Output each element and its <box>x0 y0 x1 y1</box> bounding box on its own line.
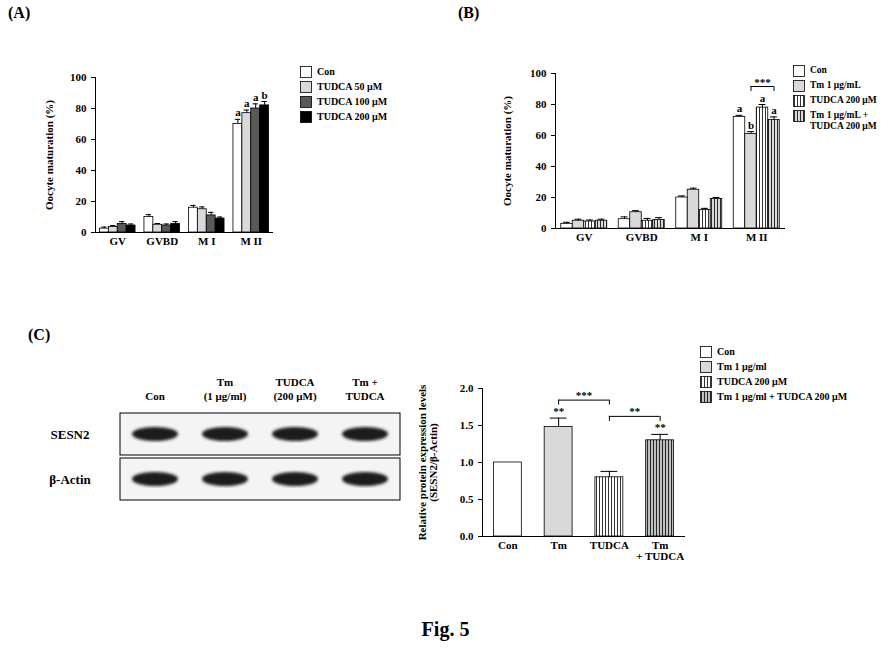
svg-text:GV: GV <box>576 231 593 243</box>
svg-text:a: a <box>737 102 743 114</box>
svg-text:TUDCA: TUDCA <box>590 539 629 551</box>
svg-text:40: 40 <box>76 164 88 176</box>
html-text:Tm 1 μg/mL + TUDCA 200 μM: Tm 1 μg/mL + TUDCA 200 μM <box>810 110 877 131</box>
svg-text:60: 60 <box>76 133 88 145</box>
svg-text:***: *** <box>754 76 771 88</box>
svg-text:a: a <box>760 92 766 104</box>
svg-text:2.0: 2.0 <box>460 382 474 394</box>
html-text:Con: Con <box>717 346 735 357</box>
html-text:Tm 1 μg/mL: Tm 1 μg/mL <box>810 80 861 90</box>
svg-text:1.5: 1.5 <box>460 419 474 431</box>
svg-text:M I: M I <box>691 231 708 243</box>
html-text:TUDCA 50 μM: TUDCA 50 μM <box>317 81 383 92</box>
svg-text:Relative protein expression le: Relative protein expression levels(SESN2… <box>416 384 440 540</box>
svg-text:a: a <box>253 91 259 103</box>
html-text:Tm 1 μg/ml: Tm 1 μg/ml <box>717 361 767 372</box>
svg-text:Tm+ TUDCA: Tm+ TUDCA <box>636 539 684 562</box>
html-text:Con: Con <box>317 66 335 77</box>
svg-text:0: 0 <box>81 226 87 238</box>
svg-text:80: 80 <box>76 102 88 114</box>
svg-text:Tm: Tm <box>550 539 567 551</box>
svg-text:β-Actin: β-Actin <box>49 472 91 487</box>
svg-text:20: 20 <box>536 191 548 203</box>
svg-text:0.5: 0.5 <box>460 493 474 505</box>
svg-text:Tm(1 μg/ml): Tm(1 μg/ml) <box>204 376 247 403</box>
svg-text:b: b <box>748 119 754 131</box>
html-text:TUDCA 200 μM: TUDCA 200 μM <box>717 376 788 387</box>
svg-text:**: ** <box>629 405 641 417</box>
html-text:TUDCA 100 μM: TUDCA 100 μM <box>317 96 388 107</box>
svg-text:Oocyte maturation (%): Oocyte maturation (%) <box>501 96 514 206</box>
svg-text:**: ** <box>553 405 565 417</box>
html-text:(C): (C) <box>28 326 51 343</box>
html-text:Tm 1 μg/ml + TUDCA 200 μM: Tm 1 μg/ml + TUDCA 200 μM <box>717 391 848 402</box>
svg-text:TUDCA(200 μM): TUDCA(200 μM) <box>273 376 317 403</box>
svg-text:M II: M II <box>746 231 768 243</box>
svg-text:80: 80 <box>536 98 548 110</box>
svg-text:a: a <box>235 106 241 118</box>
svg-text:60: 60 <box>536 129 548 141</box>
svg-text:0.0: 0.0 <box>460 530 474 542</box>
svg-text:M I: M I <box>198 235 215 247</box>
svg-text:a: a <box>244 97 250 109</box>
svg-text:GVBD: GVBD <box>146 235 178 247</box>
svg-text:GVBD: GVBD <box>626 231 658 243</box>
svg-text:**: ** <box>655 421 667 433</box>
html-text:(A): (A) <box>8 4 31 21</box>
svg-text:b: b <box>262 89 268 101</box>
svg-text:Con: Con <box>145 390 165 402</box>
html-text:TUDCA 200 μM: TUDCA 200 μM <box>317 111 388 122</box>
svg-text:Con: Con <box>498 539 518 551</box>
html-text:TUDCA 200 μM: TUDCA 200 μM <box>810 95 877 105</box>
svg-text:0: 0 <box>541 222 547 234</box>
svg-text:SESN2: SESN2 <box>50 427 89 442</box>
svg-text:M II: M II <box>240 235 262 247</box>
svg-text:100: 100 <box>70 71 87 83</box>
svg-text:Oocyte maturation (%): Oocyte maturation (%) <box>43 100 56 210</box>
svg-text:Tm +TUDCA: Tm +TUDCA <box>345 376 384 402</box>
svg-text:***: *** <box>576 389 593 401</box>
svg-text:100: 100 <box>530 67 547 79</box>
svg-text:1.0: 1.0 <box>460 456 474 468</box>
html-text:Con: Con <box>810 65 827 75</box>
html-text:(B): (B) <box>458 4 480 21</box>
svg-text:40: 40 <box>536 160 548 172</box>
svg-text:a: a <box>771 104 777 116</box>
svg-text:20: 20 <box>76 195 88 207</box>
html-text:Fig. 5: Fig. 5 <box>421 618 470 640</box>
svg-text:GV: GV <box>110 235 127 247</box>
